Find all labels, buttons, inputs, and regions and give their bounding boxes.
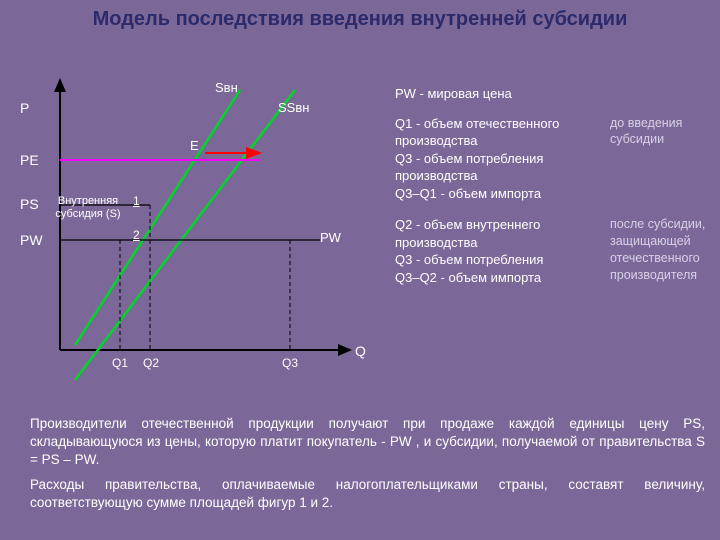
label-num1: 1 [133,194,140,208]
label-num2: 2 [133,228,140,242]
legend-block2-main: Q2 - объем внутреннего производства Q3 -… [395,216,610,286]
legend-block2: Q2 - объем внутреннего производства Q3 -… [395,216,715,286]
legend-block1: Q1 - объем отечественного производства Q… [395,115,715,203]
legend-block2-side: после субсидии, защищающей отечественног… [610,216,715,286]
explanation-p2: Расходы правительства, оплачиваемые нало… [30,476,705,512]
label-pw-right: PW [320,230,341,245]
label-ssvn: SSвн [278,100,309,115]
explanation-p1: Производители отечественной продукции по… [30,415,705,470]
legend-block1-main: Q1 - объем отечественного производства Q… [395,115,610,203]
page-title: Модель последствия введения внутренней с… [0,0,720,31]
label-ps: PS [20,196,39,212]
legend-block1-side: до введения субсидии [610,115,715,203]
label-p: P [20,100,29,116]
subsidy-chart: P Sвн SSвн E PE PS PW PW 1 2 Q1 Q2 Q3 Q … [20,70,380,380]
explanation: Производители отечественной продукции по… [30,415,705,512]
label-svn: Sвн [215,80,238,95]
legend-pw: PW - мировая цена [395,85,715,103]
label-pe: PE [20,152,39,168]
legend: PW - мировая цена Q1 - объем отечественн… [395,85,715,290]
label-q1: Q1 [112,356,128,370]
label-q: Q [355,343,366,359]
label-q3: Q3 [282,356,298,370]
label-q2: Q2 [143,356,159,370]
label-e: E [190,138,199,153]
label-pw-left: PW [20,232,43,248]
subsidy-box-label: Внутренняя субсидия (S) [48,195,128,221]
